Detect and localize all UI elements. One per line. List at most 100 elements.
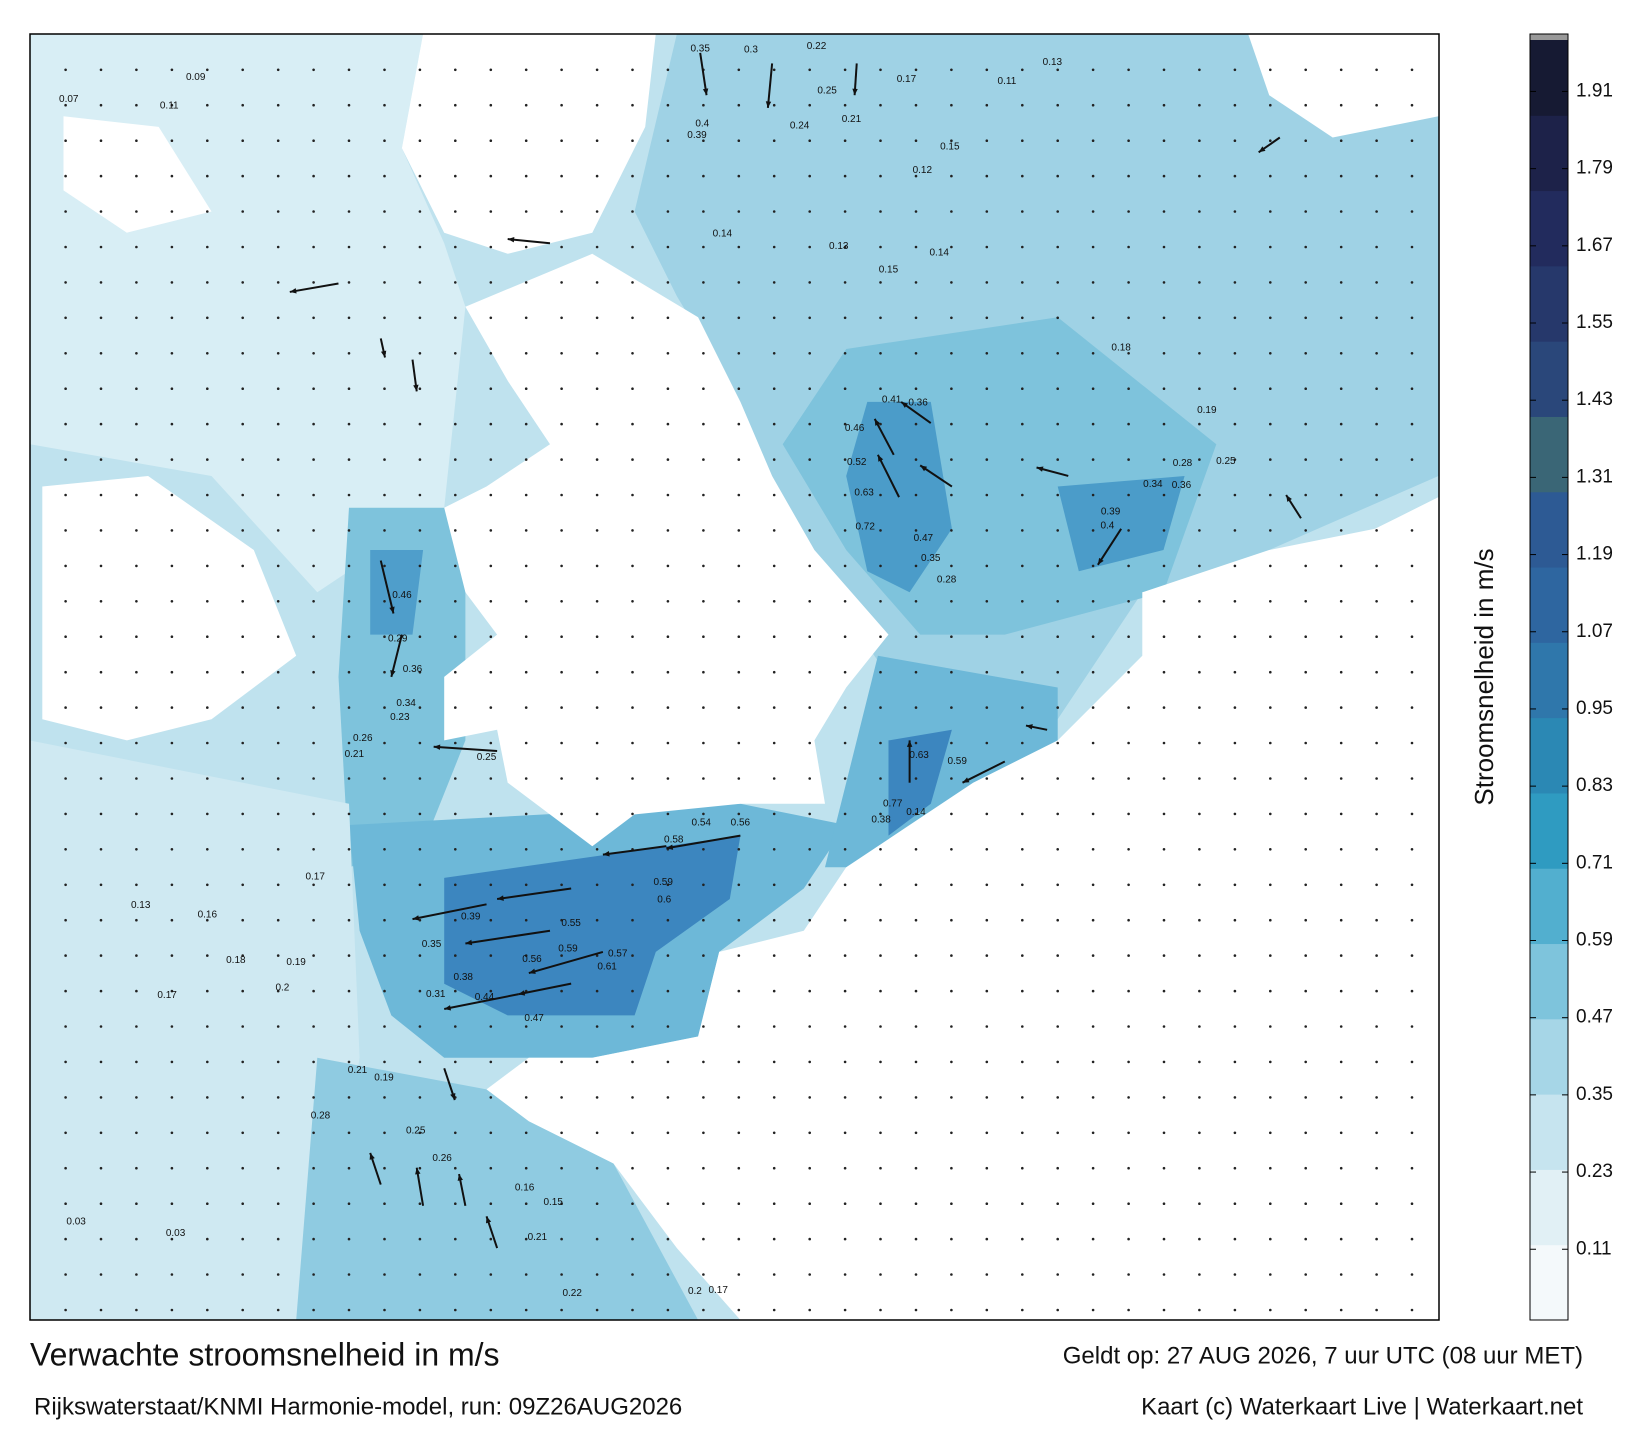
grid-dot	[666, 1025, 670, 1028]
grid-dot	[454, 706, 457, 709]
colorbar-band	[1530, 115, 1568, 192]
grid-dot	[1056, 210, 1059, 213]
grid-dot	[524, 139, 528, 142]
grid-dot	[170, 316, 174, 320]
grid-dot	[666, 352, 670, 355]
grid-dot	[950, 245, 953, 249]
grid-dot	[1056, 493, 1059, 497]
grid-dot	[985, 741, 989, 745]
grid-dot	[524, 670, 528, 674]
grid-dot	[206, 954, 209, 957]
grid-dot	[737, 670, 741, 674]
grid-dot	[1304, 1308, 1307, 1312]
grid-dot	[595, 706, 599, 709]
grid-dot	[914, 210, 918, 213]
grid-dot	[1198, 1060, 1201, 1064]
grid-dot	[843, 1237, 847, 1241]
grid-dot	[808, 1096, 811, 1099]
grid-dot	[1162, 1202, 1166, 1205]
grid-dot	[772, 493, 776, 497]
grid-dot	[914, 954, 918, 957]
grid-dot	[985, 281, 989, 284]
grid-dot	[772, 989, 776, 993]
speed-label: 0.77	[883, 798, 903, 809]
grid-dot	[206, 422, 209, 426]
grid-dot	[1091, 387, 1095, 391]
grid-dot	[135, 954, 138, 957]
grid-dot	[347, 1166, 351, 1170]
grid-dot	[383, 68, 386, 72]
colorbar-band	[1530, 190, 1568, 267]
current-arrow	[666, 834, 741, 850]
grid-dot	[631, 1202, 634, 1205]
grid-dot	[843, 1273, 847, 1276]
grid-dot	[595, 1131, 599, 1135]
speed-label: 0.39	[1101, 507, 1121, 518]
colorbar-band	[1530, 943, 1568, 1020]
grid-dot	[737, 1025, 741, 1028]
grid-dot	[454, 848, 457, 851]
grid-dot	[1410, 1096, 1414, 1099]
grid-dot	[170, 954, 174, 957]
grid-dot	[1021, 812, 1024, 816]
grid-dot	[772, 1131, 776, 1135]
speed-label: 0.34	[396, 698, 416, 709]
grid-dot	[1091, 1237, 1095, 1241]
grid-dot	[276, 954, 280, 957]
grid-dot	[914, 245, 918, 249]
grid-dot	[914, 1025, 918, 1028]
grid-dot	[99, 564, 103, 568]
grid-dot	[418, 670, 422, 674]
current-arrow	[518, 982, 572, 996]
grid-dot	[99, 352, 103, 355]
grid-dot	[1198, 670, 1201, 674]
speed-label: 0.31	[426, 989, 446, 1000]
grid-dot	[489, 1025, 493, 1028]
grid-dot	[1091, 422, 1095, 426]
grid-dot	[241, 68, 244, 72]
grid-dot	[879, 600, 882, 603]
grid-dot	[985, 529, 989, 532]
grid-dot	[666, 564, 670, 568]
grid-dot	[276, 1166, 280, 1170]
grid-dot	[1091, 1025, 1095, 1028]
title: Verwachte stroomsnelheid in m/s	[30, 1336, 500, 1372]
grid-dot	[524, 1273, 528, 1276]
grid-dot	[276, 1308, 280, 1312]
grid-dot	[1233, 1237, 1237, 1241]
speed-label: 0.14	[906, 807, 926, 818]
grid-dot	[99, 103, 103, 107]
grid-dot	[135, 352, 138, 355]
grid-dot	[170, 139, 174, 142]
grid-dot	[64, 352, 67, 355]
grid-dot	[170, 1131, 174, 1135]
colorbar-label: Stroomsnelheid in m/s	[1469, 548, 1499, 805]
grid-dot	[99, 600, 103, 603]
grid-dot	[1304, 245, 1307, 249]
grid-dot	[347, 812, 351, 816]
grid-dot	[1269, 103, 1272, 107]
grid-dot	[1339, 174, 1343, 178]
grid-dot	[241, 210, 244, 213]
grid-dot	[206, 210, 209, 213]
colorbar-band	[1530, 717, 1568, 794]
grid-dot	[1375, 174, 1378, 178]
grid-dot	[666, 281, 670, 284]
speed-label: 0.3	[744, 44, 758, 55]
sea-area	[444, 835, 741, 1016]
grid-dot	[1233, 1273, 1237, 1276]
grid-dot	[560, 316, 563, 320]
grid-dot	[524, 741, 528, 745]
grid-dot	[1021, 777, 1024, 780]
grid-dot	[206, 848, 209, 851]
grid-dot	[702, 1273, 705, 1276]
grid-dot	[1056, 600, 1059, 603]
grid-dot	[1021, 68, 1024, 72]
grid-dot	[808, 458, 811, 461]
speed-label: 0.58	[664, 834, 684, 845]
grid-dot	[1198, 493, 1201, 497]
grid-dot	[312, 954, 315, 957]
grid-dot	[772, 68, 776, 72]
grid-dot	[666, 954, 670, 957]
grid-dot	[1056, 316, 1059, 320]
